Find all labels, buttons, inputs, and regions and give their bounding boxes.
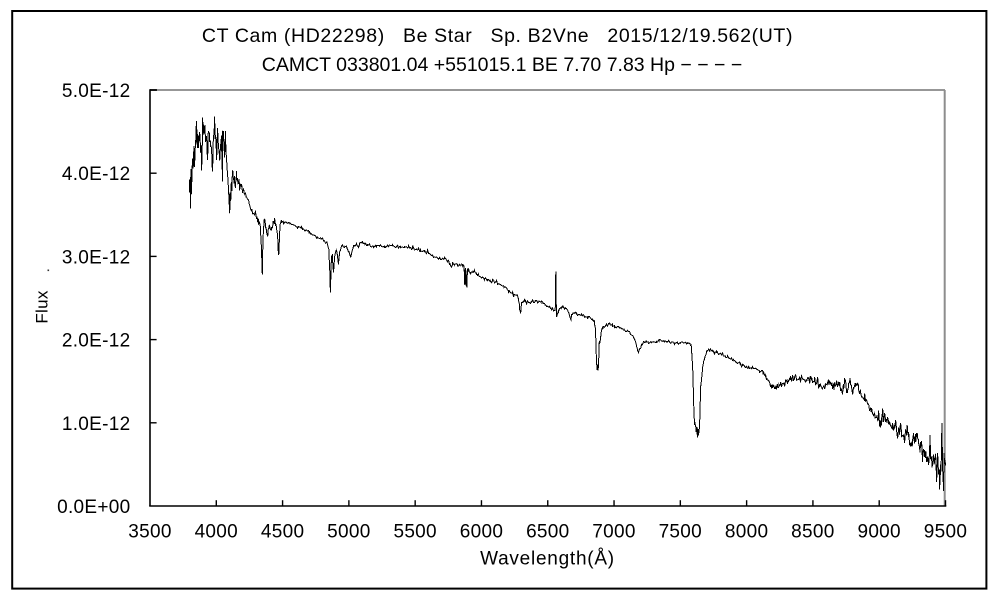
svg-text:6500: 6500 — [526, 522, 569, 543]
svg-text:4.0E-12: 4.0E-12 — [62, 164, 131, 185]
svg-text:1.0E-12: 1.0E-12 — [62, 414, 131, 435]
svg-text:7500: 7500 — [659, 522, 702, 543]
svg-text:CAMCT 033801.04 +551015.1 BE 7: CAMCT 033801.04 +551015.1 BE 7.70 7.83 H… — [262, 54, 742, 76]
svg-text:9500: 9500 — [924, 522, 967, 543]
svg-text:8500: 8500 — [791, 522, 834, 543]
svg-text:4000: 4000 — [195, 522, 238, 543]
svg-text:3.0E-12: 3.0E-12 — [62, 247, 131, 268]
svg-text:2.0E-12: 2.0E-12 — [62, 331, 131, 352]
svg-text:3500: 3500 — [128, 522, 171, 543]
svg-text:5.0E-12: 5.0E-12 — [62, 81, 131, 102]
svg-text:4500: 4500 — [261, 522, 304, 543]
svg-text:5500: 5500 — [393, 522, 436, 543]
svg-text:6000: 6000 — [460, 522, 503, 543]
svg-text:9000: 9000 — [857, 522, 900, 543]
svg-text:CT Cam (HD22298) Be Star S: CT Cam (HD22298) Be Star Sp. B2Vne 2015/… — [202, 25, 793, 47]
svg-text:Wavelength(Å): Wavelength(Å) — [480, 549, 615, 570]
svg-text:8000: 8000 — [725, 522, 768, 543]
svg-text:Flux: Flux — [33, 290, 52, 324]
svg-text:0.0E+00: 0.0E+00 — [57, 497, 130, 518]
svg-text:7000: 7000 — [592, 522, 635, 543]
svg-text:5000: 5000 — [327, 522, 370, 543]
